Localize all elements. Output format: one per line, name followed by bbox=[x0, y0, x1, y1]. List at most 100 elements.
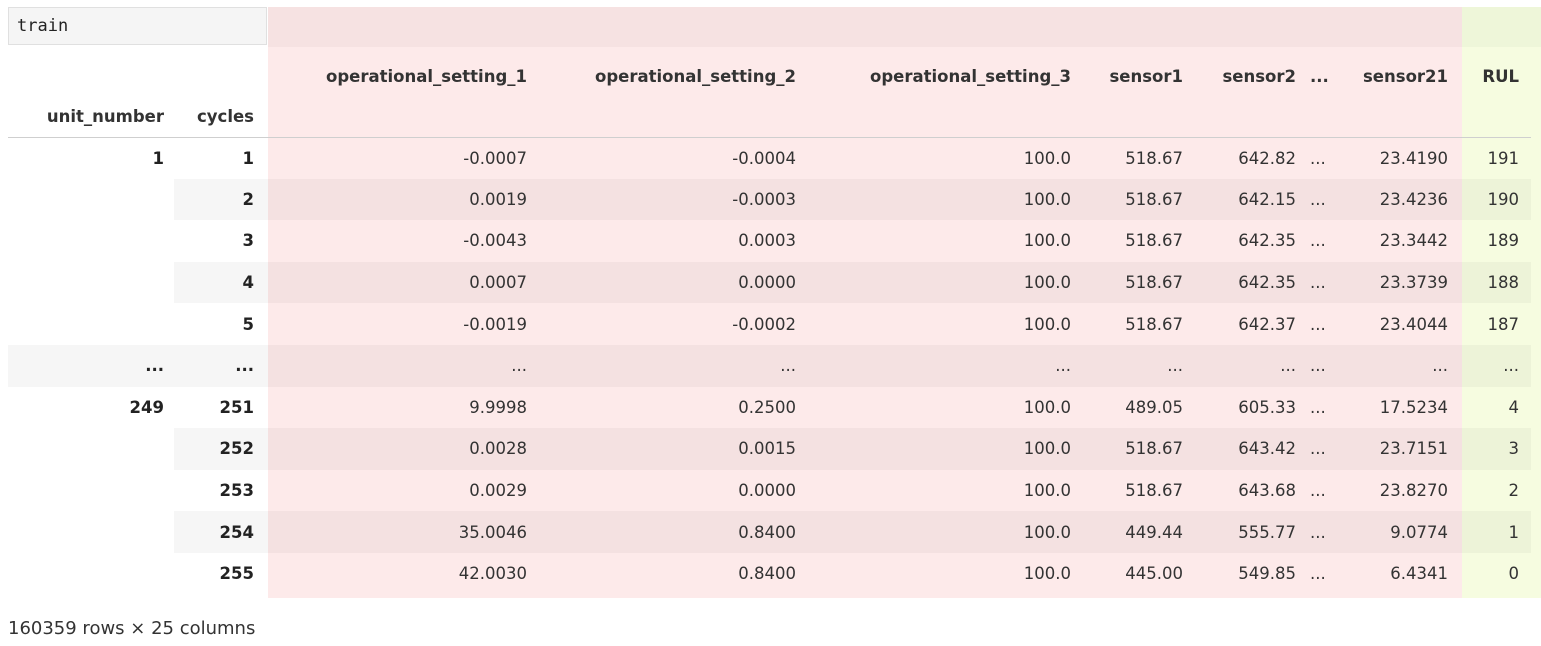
data-cell: 0.0007 bbox=[267, 262, 535, 304]
table-row: 252 0.0028 0.0015 100.0 518.67 643.42... 23.71… bbox=[8, 428, 1531, 470]
data-cell: 605.33 bbox=[1238, 397, 1296, 417]
data-cell: 23.3442 bbox=[1379, 231, 1448, 251]
index-cycle: 252 bbox=[174, 428, 267, 470]
ellipsis-row: .............................. bbox=[8, 345, 1531, 387]
data-cell: 23.4236 bbox=[1341, 179, 1463, 221]
column-header-rul: RUL bbox=[1482, 66, 1519, 86]
index-unit-number bbox=[8, 553, 174, 595]
data-cell: 0.0028 bbox=[267, 428, 535, 470]
data-cell: 23.8270 bbox=[1379, 481, 1448, 501]
data-cell: 643.68 bbox=[1238, 481, 1296, 501]
ellipsis-cell: ... bbox=[1310, 397, 1326, 417]
ellipsis-cell: ... bbox=[1310, 314, 1326, 334]
index-unit-number bbox=[8, 179, 174, 221]
index-unit-number: 249 bbox=[129, 397, 164, 417]
data-cell: 518.67 bbox=[1084, 262, 1193, 304]
table-row: 253 0.0029 0.0000 100.0 518.67 643.68... 23.82… bbox=[8, 470, 1531, 512]
index-unit-number: ... bbox=[8, 345, 174, 387]
data-cell: 23.4190 bbox=[1379, 148, 1448, 168]
index-cycle: 253 bbox=[219, 481, 254, 501]
index-cycle: 1 bbox=[242, 148, 254, 168]
data-cell: -0.0043 bbox=[463, 231, 527, 251]
index-unit-number bbox=[8, 470, 174, 512]
ellipsis-cell: ... bbox=[1305, 428, 1341, 470]
data-cell: 0.8400 bbox=[738, 564, 796, 584]
data-cell: 42.0030 bbox=[458, 564, 527, 584]
data-cell: ... bbox=[1341, 345, 1463, 387]
table-row: 1 1 -0.0007 -0.0004 100.0 518.67 642.82... 23.4… bbox=[8, 137, 1531, 179]
data-cell: 0.0000 bbox=[738, 481, 796, 501]
rul-column-highlight bbox=[1462, 7, 1541, 598]
data-cell: 0.0029 bbox=[469, 481, 527, 501]
data-cell: 0.2500 bbox=[738, 397, 796, 417]
rul-cell: 4 bbox=[1508, 397, 1520, 417]
index-unit-number: 1 bbox=[152, 148, 164, 168]
data-cell: 9.0774 bbox=[1341, 511, 1463, 553]
data-cell: 489.05 bbox=[1125, 397, 1183, 417]
column-header: sensor21 bbox=[1362, 66, 1448, 86]
rul-cell: 2 bbox=[1508, 481, 1520, 501]
data-cell: 642.37 bbox=[1238, 314, 1296, 334]
data-cell: 17.5234 bbox=[1379, 397, 1448, 417]
data-cell: 642.35 bbox=[1238, 231, 1296, 251]
data-cell: 642.35 bbox=[1193, 262, 1305, 304]
dataframe-shape-summary: 160359 rows × 25 columns bbox=[8, 618, 256, 639]
data-cell: ... bbox=[535, 345, 804, 387]
data-cell: 518.67 bbox=[1084, 428, 1193, 470]
rul-cell: 3 bbox=[1463, 428, 1531, 470]
index-cycle: 5 bbox=[242, 314, 254, 334]
data-cell: 0.0019 bbox=[267, 179, 535, 221]
data-cell: ... bbox=[1084, 345, 1193, 387]
column-header-ellipsis: ... bbox=[1310, 66, 1329, 86]
ellipsis-cell: ... bbox=[1305, 511, 1341, 553]
data-cell: 6.4341 bbox=[1390, 564, 1448, 584]
ellipsis-cell: ... bbox=[1305, 179, 1341, 221]
index-cycle: 254 bbox=[174, 511, 267, 553]
data-cell: 518.67 bbox=[1125, 148, 1183, 168]
data-cell: -0.0002 bbox=[732, 314, 796, 334]
header-blank bbox=[174, 55, 267, 97]
dataframe-table: operational_setting_1 operational_settin… bbox=[8, 55, 1531, 595]
data-cell: -0.0004 bbox=[732, 148, 796, 168]
data-cell: 100.0 bbox=[1023, 397, 1071, 417]
table-row: 2 0.0019 -0.0003 100.0 518.67 642.15... 23.423… bbox=[8, 179, 1531, 221]
index-cycle: 2 bbox=[174, 179, 267, 221]
data-cell: 100.0 bbox=[1023, 481, 1071, 501]
rul-cell: ... bbox=[1463, 345, 1531, 387]
rul-cell: 189 bbox=[1487, 231, 1520, 251]
data-cell: ... bbox=[1193, 345, 1305, 387]
table-row: 4 0.0007 0.0000 100.0 518.67 642.35... 23.3739… bbox=[8, 262, 1531, 304]
data-cell: 549.85 bbox=[1238, 564, 1296, 584]
column-header: sensor1 bbox=[1109, 66, 1183, 86]
ellipsis-cell: ... bbox=[1305, 345, 1341, 387]
index-header-row: unit_number cycles bbox=[8, 97, 1531, 137]
data-cell: 0.0015 bbox=[535, 428, 804, 470]
data-cell: 518.67 bbox=[1084, 179, 1193, 221]
column-header: operational_setting_1 bbox=[325, 66, 527, 86]
data-cell: 555.77 bbox=[1193, 511, 1305, 553]
rul-cell: 191 bbox=[1487, 148, 1520, 168]
index-name-cycles: cycles bbox=[197, 107, 254, 127]
index-cycle: ... bbox=[174, 345, 267, 387]
header-blank bbox=[8, 55, 174, 97]
code-cell-input[interactable]: train bbox=[8, 7, 267, 45]
header-highlight-rul bbox=[1462, 7, 1541, 47]
data-cell: 100.0 bbox=[804, 428, 1084, 470]
ellipsis-cell: ... bbox=[1305, 262, 1341, 304]
data-cell: 0.0003 bbox=[738, 231, 796, 251]
data-cell: 100.0 bbox=[1023, 314, 1071, 334]
data-cell: 642.15 bbox=[1193, 179, 1305, 221]
data-cell: 23.3739 bbox=[1341, 262, 1463, 304]
data-cell: ... bbox=[804, 345, 1084, 387]
rul-cell: 0 bbox=[1508, 564, 1520, 584]
ellipsis-cell: ... bbox=[1310, 481, 1326, 501]
table-row: 255 42.0030 0.8400 100.0 445.00 549.85... 6.43… bbox=[8, 553, 1531, 595]
rul-cell: 188 bbox=[1463, 262, 1531, 304]
data-cell: 518.67 bbox=[1125, 231, 1183, 251]
ellipsis-cell: ... bbox=[1310, 231, 1326, 251]
data-cell: 0.8400 bbox=[535, 511, 804, 553]
data-cell: 445.00 bbox=[1125, 564, 1183, 584]
index-unit-number bbox=[8, 220, 174, 262]
data-cell: 23.4044 bbox=[1379, 314, 1448, 334]
column-header: sensor2 bbox=[1222, 66, 1296, 86]
